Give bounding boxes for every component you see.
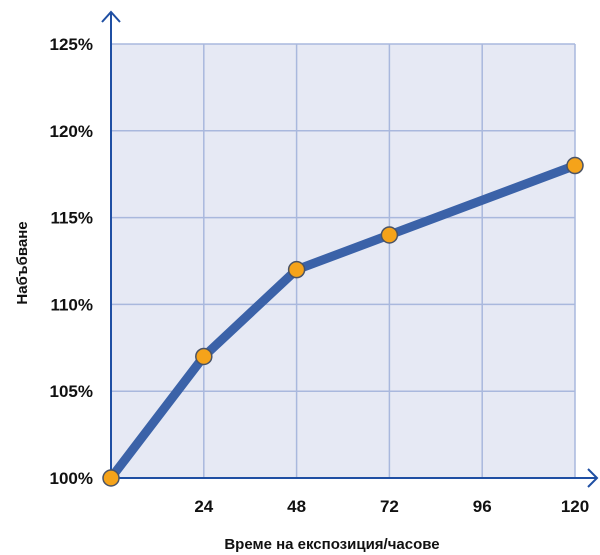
y-axis-arrow	[101, 10, 121, 23]
y-tick-label: 120%	[50, 122, 93, 141]
grid	[111, 43, 576, 478]
x-tick-label: 24	[194, 497, 213, 516]
y-tick-label: 125%	[50, 35, 93, 54]
x-axis-title: Време на експозиция/часове	[224, 536, 439, 553]
y-tick-label: 105%	[50, 382, 93, 401]
x-tick-label: 120	[561, 497, 589, 516]
y-tick-label: 115%	[50, 209, 93, 228]
data-point	[102, 469, 120, 487]
y-tick-label: 110%	[50, 295, 93, 314]
x-tick-label: 48	[287, 497, 306, 516]
tick-labels: 100% 105% 110% 115% 120% 125% 24 48 72 96 120	[50, 35, 590, 516]
data-point	[566, 156, 584, 175]
data-point	[380, 226, 399, 244]
data-point	[195, 347, 213, 366]
axes	[101, 10, 599, 488]
data-point	[287, 260, 306, 279]
x-axis-arrow	[587, 468, 599, 488]
y-tick-label: 100%	[50, 469, 93, 488]
plot-background	[111, 44, 575, 478]
y-axis-title: Набъбване	[14, 221, 31, 304]
x-tick-label: 72	[380, 497, 399, 516]
x-tick-label: 96	[473, 497, 492, 516]
series-layer	[102, 156, 584, 487]
